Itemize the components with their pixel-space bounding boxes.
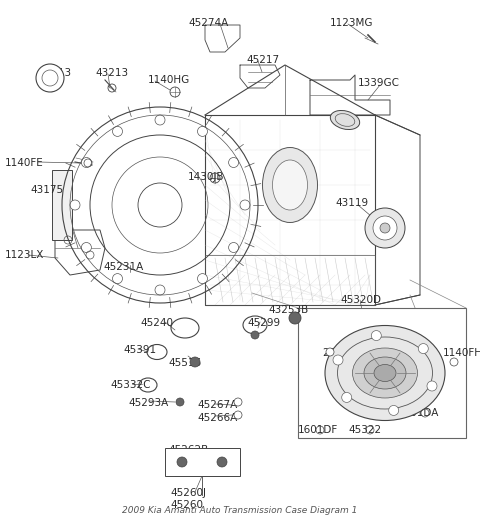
Ellipse shape	[273, 160, 308, 210]
Text: 43253B: 43253B	[268, 305, 308, 315]
Text: 1601DA: 1601DA	[398, 408, 439, 418]
Text: 45217: 45217	[246, 55, 279, 65]
Text: 43175: 43175	[30, 185, 63, 195]
Circle shape	[82, 157, 91, 167]
Circle shape	[418, 344, 428, 354]
Circle shape	[197, 274, 207, 283]
Circle shape	[42, 70, 58, 86]
Text: 1339GC: 1339GC	[358, 78, 400, 88]
Text: 45299: 45299	[247, 318, 280, 328]
Text: 1140FE: 1140FE	[5, 158, 44, 168]
Text: 45293A: 45293A	[128, 398, 168, 408]
Text: 45266A: 45266A	[197, 413, 237, 423]
Circle shape	[326, 348, 334, 356]
Circle shape	[177, 457, 187, 467]
Circle shape	[373, 216, 397, 240]
Circle shape	[389, 405, 399, 415]
Circle shape	[380, 223, 390, 233]
Text: 45322: 45322	[348, 425, 381, 435]
Circle shape	[112, 274, 122, 283]
Circle shape	[234, 411, 242, 419]
Text: 45391: 45391	[123, 345, 156, 355]
Text: 1123LX: 1123LX	[5, 250, 44, 260]
Text: 1140FH: 1140FH	[443, 348, 480, 358]
Text: 45231A: 45231A	[103, 262, 143, 272]
Text: 45516: 45516	[168, 358, 201, 368]
Text: 45260: 45260	[170, 500, 203, 510]
Ellipse shape	[352, 348, 418, 398]
Circle shape	[190, 357, 200, 367]
Circle shape	[228, 157, 239, 167]
Circle shape	[365, 208, 405, 248]
Text: 43113: 43113	[38, 68, 71, 78]
Circle shape	[289, 312, 301, 324]
Circle shape	[217, 457, 227, 467]
Ellipse shape	[263, 147, 317, 222]
Circle shape	[155, 115, 165, 125]
Bar	[165, 448, 240, 476]
Text: 1123MG: 1123MG	[330, 18, 373, 28]
Text: 1430JB: 1430JB	[188, 172, 225, 182]
Text: 43119: 43119	[335, 198, 368, 208]
Text: 22121: 22121	[322, 348, 355, 358]
Text: 2009 Kia Amanti Auto Transmission Case Diagram 1: 2009 Kia Amanti Auto Transmission Case D…	[122, 506, 358, 515]
Ellipse shape	[364, 357, 406, 389]
Text: 45332C: 45332C	[110, 380, 151, 390]
Text: 45260J: 45260J	[170, 488, 206, 498]
Ellipse shape	[325, 325, 445, 420]
Text: 43213: 43213	[95, 68, 128, 78]
Circle shape	[342, 392, 352, 402]
Circle shape	[176, 398, 184, 406]
Circle shape	[197, 127, 207, 137]
Circle shape	[70, 200, 80, 210]
Circle shape	[82, 243, 91, 253]
Text: 45267A: 45267A	[197, 400, 237, 410]
Polygon shape	[52, 170, 72, 240]
Text: 1601DF: 1601DF	[298, 425, 338, 435]
Ellipse shape	[330, 110, 360, 130]
Ellipse shape	[374, 365, 396, 381]
Circle shape	[228, 243, 239, 253]
Circle shape	[240, 200, 250, 210]
Circle shape	[333, 355, 343, 365]
Text: 45240: 45240	[140, 318, 173, 328]
Circle shape	[36, 64, 64, 92]
Bar	[298, 308, 466, 438]
Text: 45274A: 45274A	[188, 18, 228, 28]
Text: 45320D: 45320D	[340, 295, 381, 305]
Circle shape	[155, 285, 165, 295]
Circle shape	[112, 127, 122, 137]
Text: 45262B: 45262B	[168, 445, 208, 455]
Circle shape	[372, 331, 381, 340]
Circle shape	[427, 381, 437, 391]
Text: 1140HG: 1140HG	[148, 75, 190, 85]
Circle shape	[234, 398, 242, 406]
Circle shape	[251, 331, 259, 339]
